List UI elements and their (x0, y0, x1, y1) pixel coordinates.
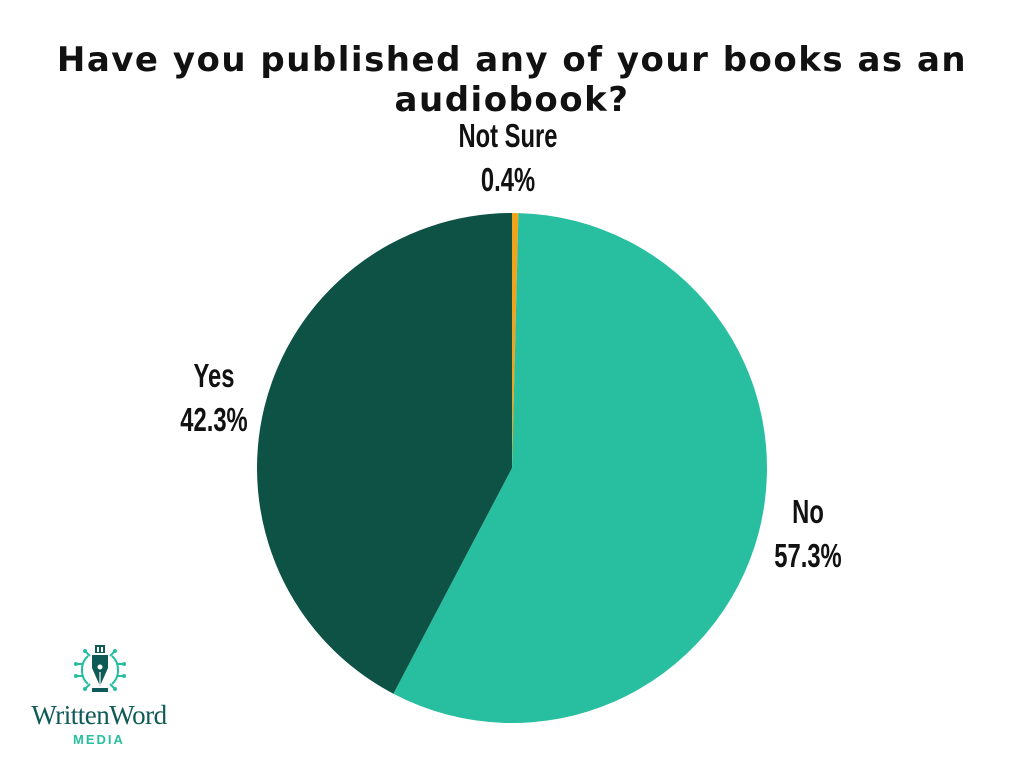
chart-title: Have you published any of your books as … (56, 40, 968, 120)
logo-wordmark: WrittenWord (31, 700, 167, 730)
pie-slice-not-sure (512, 213, 519, 468)
slice-label-value: 0.4% (480, 161, 536, 198)
pie-slice-no (393, 213, 767, 723)
fountain-pen-nib-circuit-icon (74, 645, 126, 692)
pie-slice-yes (256, 213, 512, 694)
slice-label-no: No 57.3% (758, 490, 859, 578)
logo-subtext: MEDIA (73, 732, 125, 747)
slice-label-value: 42.3% (180, 401, 248, 438)
slice-label-name: Not Sure (458, 117, 558, 154)
writtenword-media-logo: WrittenWord MEDIA (14, 640, 184, 755)
slice-label-yes: Yes 42.3% (164, 354, 265, 442)
slice-label-name: No (792, 493, 824, 530)
slice-label-not-sure: Not Sure 0.4% (458, 114, 559, 202)
slice-label-name: Yes (193, 357, 235, 394)
slice-label-value: 57.3% (774, 537, 842, 574)
pie-slices (256, 213, 767, 723)
